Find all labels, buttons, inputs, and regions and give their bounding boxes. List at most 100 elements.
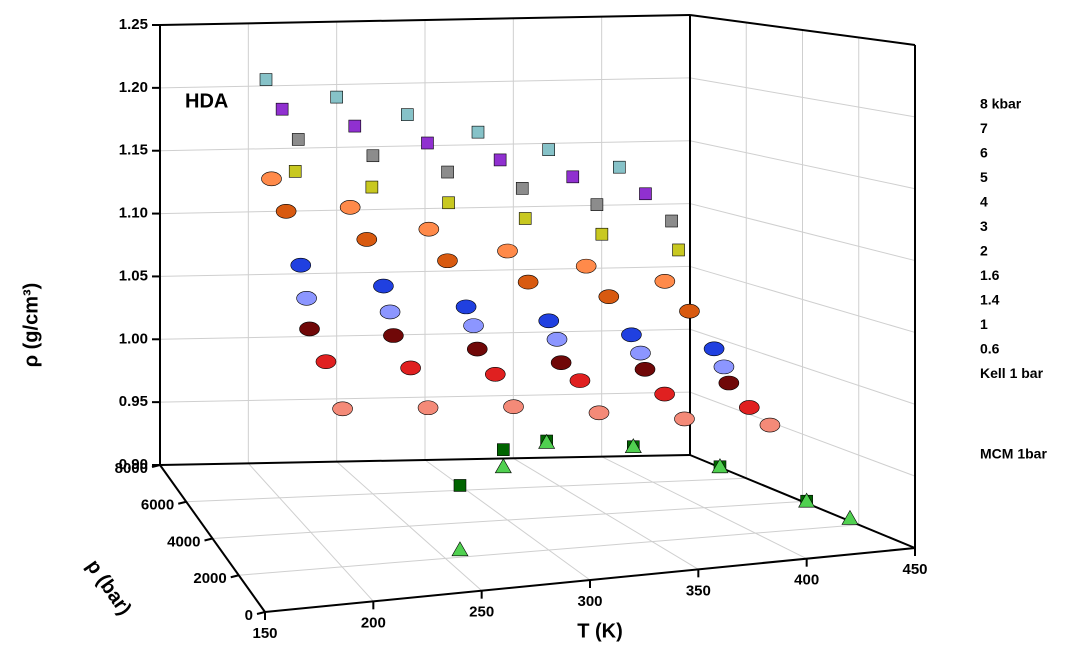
x-tick-label: 150	[252, 625, 277, 642]
tick-mark	[204, 537, 213, 542]
z-tick-label: 0.90	[119, 456, 148, 473]
data-point	[484, 366, 506, 382]
grid-line	[689, 140, 916, 190]
axis-frame	[689, 14, 916, 46]
grid-line	[159, 265, 691, 277]
data-point	[442, 196, 455, 210]
grid-line	[159, 77, 691, 89]
y-tick-label: 2000	[193, 570, 226, 587]
data-point	[630, 345, 651, 361]
grid-line	[159, 391, 691, 403]
data-point	[417, 400, 439, 416]
data-point	[798, 492, 816, 508]
data-point	[437, 253, 458, 269]
data-point	[550, 355, 572, 371]
data-point	[493, 153, 507, 167]
data-point	[679, 303, 700, 319]
legend-label: MCM 1bar	[980, 446, 1047, 462]
legend-label: 2	[980, 243, 988, 259]
data-point	[711, 458, 729, 474]
legend-label: 0.6	[980, 341, 1000, 357]
y-tick-label: 0	[245, 607, 253, 624]
data-point	[291, 133, 305, 146]
legend-label: 8 kbar	[980, 96, 1022, 112]
data-point	[455, 299, 477, 315]
grid-line	[238, 524, 859, 576]
legend-label: Kell 1 bar	[980, 365, 1044, 381]
z-tick-label: 1.15	[119, 142, 148, 159]
data-point	[546, 332, 568, 347]
z-tick-label: 1.10	[119, 205, 148, 222]
data-point	[595, 227, 609, 241]
data-point	[356, 232, 378, 247]
x-tick-label: 350	[686, 582, 711, 599]
data-point	[634, 362, 656, 377]
data-point	[613, 160, 626, 174]
z-tick-label: 1.20	[119, 79, 148, 96]
data-point	[841, 509, 859, 525]
data-point	[497, 243, 518, 259]
data-point	[275, 203, 297, 219]
data-point	[590, 198, 604, 211]
z-tick-label: 1.05	[119, 267, 148, 284]
data-point	[703, 341, 725, 357]
data-point	[366, 149, 380, 163]
data-point	[497, 443, 510, 456]
data-point	[451, 541, 469, 557]
data-point	[290, 257, 312, 273]
data-point	[365, 180, 379, 194]
data-point	[383, 328, 404, 343]
axis-frame	[159, 454, 691, 466]
data-point	[466, 341, 488, 357]
data-point	[538, 433, 556, 449]
grid-line	[689, 203, 916, 262]
z-axis-label: ρ (g/cm³)	[20, 283, 42, 368]
x-tick-label: 250	[469, 604, 494, 621]
x-tick-label: 450	[902, 561, 927, 578]
grid-line	[212, 501, 803, 539]
data-point	[518, 212, 532, 225]
data-point	[315, 354, 337, 369]
data-point	[759, 417, 781, 433]
data-point	[288, 165, 302, 178]
legend-label: 4	[980, 194, 988, 210]
data-point	[738, 400, 760, 415]
data-point	[517, 274, 539, 290]
data-point	[463, 318, 484, 333]
grid-line	[159, 328, 691, 340]
data-point	[674, 411, 695, 427]
data-point	[259, 73, 273, 86]
data-point	[503, 399, 524, 415]
data-point	[624, 438, 642, 454]
data-point	[299, 321, 320, 337]
data-point	[275, 102, 289, 116]
data-point	[339, 200, 361, 215]
legend-label: 7	[980, 120, 988, 136]
x-tick-label: 400	[794, 572, 819, 589]
data-point	[654, 386, 675, 402]
data-point	[330, 90, 343, 104]
legend-label: 3	[980, 218, 988, 234]
data-point	[400, 360, 421, 376]
y-axis-label: p (bar)	[82, 556, 136, 620]
data-point	[515, 182, 529, 195]
data-point	[373, 278, 394, 294]
grid-line	[689, 265, 916, 333]
grid-line	[689, 77, 916, 118]
grid-line	[689, 391, 916, 477]
tick-mark	[178, 500, 187, 505]
grid-line	[689, 328, 916, 405]
data-point	[639, 187, 652, 201]
legend-label: 1	[980, 316, 988, 332]
data-point	[441, 165, 454, 179]
legend-label: 5	[980, 169, 988, 185]
tick-mark	[230, 574, 239, 579]
legend-label: 1.6	[980, 267, 1000, 283]
data-point	[401, 108, 414, 121]
axis-frame	[159, 14, 691, 26]
legend-label: 1.4	[980, 292, 1000, 308]
tick-mark	[256, 611, 266, 615]
data-point	[575, 258, 597, 274]
data-point	[453, 479, 467, 492]
